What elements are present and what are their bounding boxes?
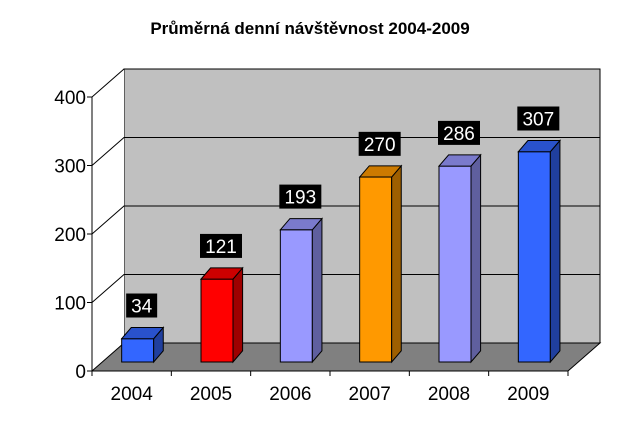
data-label: 34 (131, 297, 153, 318)
y-tick-label: 300 (54, 157, 86, 178)
bar-top (517, 140, 562, 153)
x-tick-label: 2004 (111, 384, 154, 405)
bar-top (437, 154, 482, 167)
data-label-box (517, 106, 560, 131)
y-tick-label: 100 (54, 294, 86, 315)
data-label: 121 (205, 237, 237, 258)
bar (279, 217, 324, 364)
data-label: 307 (522, 110, 554, 131)
bar-side (232, 266, 244, 364)
y-tick-label: 400 (54, 88, 86, 109)
x-tick-label: 2008 (428, 384, 470, 405)
x-tick-label: 2009 (507, 384, 549, 405)
data-label: 193 (284, 188, 316, 209)
bar-top (358, 165, 403, 178)
bar-side (549, 139, 561, 364)
bar-front (359, 176, 393, 363)
bar-side (391, 164, 402, 364)
data-label: 286 (443, 124, 475, 145)
bar-side (470, 153, 482, 364)
bar-front (517, 151, 551, 363)
plot-area: 0 100 200 300 400 2004 2005 2006 2007 2008 2009 34 1… (54, 68, 602, 405)
data-label-box (279, 184, 322, 209)
y-tick-label: 200 (54, 225, 86, 246)
data-label-box (358, 131, 401, 156)
bar (120, 326, 165, 364)
bar-top (279, 218, 324, 231)
bar-top (120, 327, 165, 340)
data-label-box (126, 293, 158, 318)
bar-front (438, 165, 472, 363)
x-tick-label: 2006 (269, 384, 311, 405)
data-label-box (200, 233, 242, 258)
y-tick-label: 0 (75, 362, 86, 383)
data-label-box (438, 120, 480, 145)
chart-title: Průměrná denní návštěvnost 2004-2009 (150, 19, 469, 38)
bar (437, 153, 482, 364)
data-label: 270 (364, 135, 396, 156)
bar (199, 266, 244, 364)
gridline (91, 68, 600, 98)
bar-side (311, 217, 323, 364)
bar (358, 164, 403, 364)
bar-top (199, 267, 244, 280)
bar-front (121, 338, 155, 363)
x-tick-label: 2005 (190, 384, 232, 405)
bar (517, 139, 562, 364)
bar-front (200, 278, 234, 363)
bar-front (279, 229, 313, 363)
x-tick-label: 2007 (349, 384, 391, 405)
